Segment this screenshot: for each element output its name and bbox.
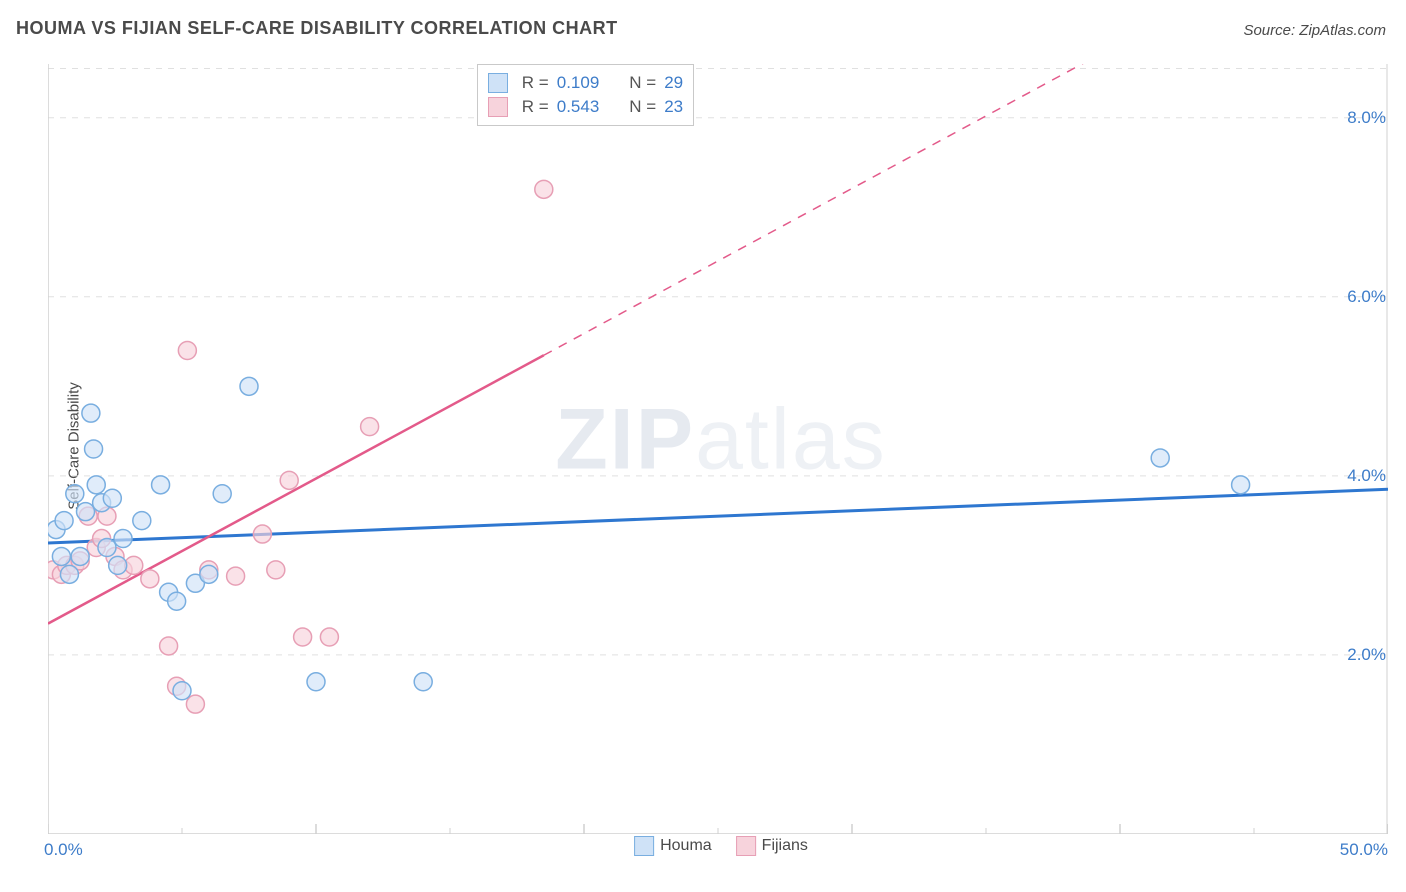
series-legend: Houma Fijians	[634, 836, 808, 856]
y-tick-label: 8.0%	[1347, 108, 1386, 128]
source-attribution: Source: ZipAtlas.com	[1243, 22, 1386, 39]
x-tick-label: 50.0%	[1340, 840, 1388, 860]
x-tick-label: 0.0%	[44, 840, 83, 860]
chart-title: HOUMA VS FIJIAN SELF-CARE DISABILITY COR…	[16, 18, 618, 39]
y-tick-label: 2.0%	[1347, 645, 1386, 665]
correlation-legend: R = 0.109N = 29R = 0.543N = 23	[477, 64, 694, 126]
legend-item: Fijians	[736, 836, 808, 856]
y-tick-label: 6.0%	[1347, 287, 1386, 307]
chart-area: ZIPatlas 2.0%4.0%6.0%8.0% 0.0%50.0% R = …	[48, 50, 1394, 840]
legend-item: Houma	[634, 836, 712, 856]
scatter-plot	[48, 64, 1388, 834]
correlation-row: R = 0.543N = 23	[488, 95, 683, 119]
y-tick-label: 4.0%	[1347, 466, 1386, 486]
correlation-row: R = 0.109N = 29	[488, 71, 683, 95]
